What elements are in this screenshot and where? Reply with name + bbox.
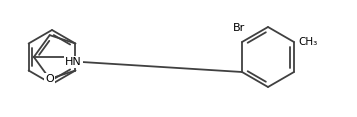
Text: Br: Br — [233, 23, 245, 33]
Text: HN: HN — [65, 57, 82, 67]
Text: CH₃: CH₃ — [298, 37, 317, 47]
Text: O: O — [45, 74, 54, 84]
